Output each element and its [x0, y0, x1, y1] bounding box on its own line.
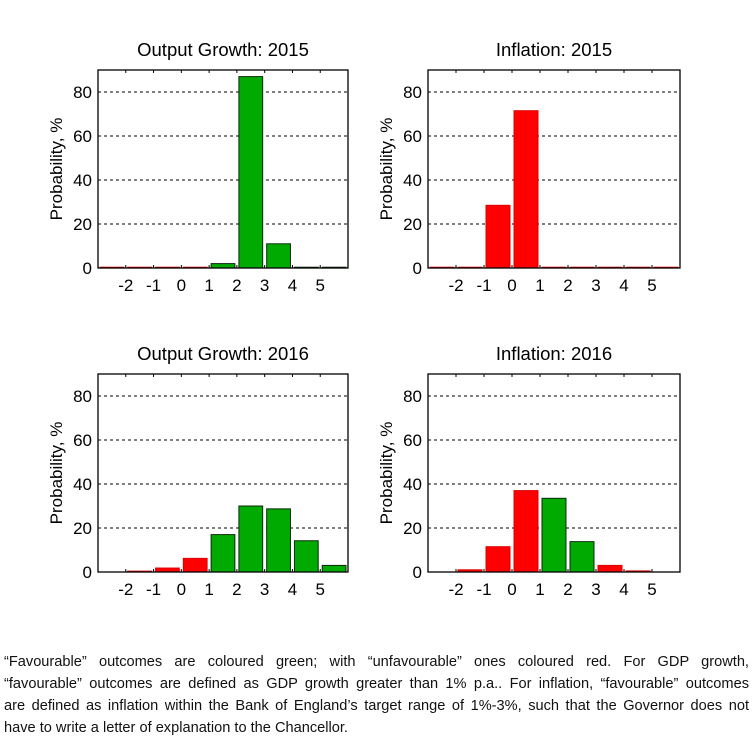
chart-1-ytick-label: 60: [73, 127, 92, 146]
chart-4-ytick-label: 80: [403, 387, 422, 406]
chart-3-xtick-label: 1: [204, 580, 213, 599]
chart-1-ytick-label: 20: [73, 215, 92, 234]
chart-1-xtick-label: 1: [204, 276, 213, 295]
chart-4-bar: [541, 497, 567, 573]
chart-4-xtick-label: 4: [619, 580, 628, 599]
chart-2-xtick-label: 2: [563, 276, 572, 295]
caption-line-4: have to write a letter of explanation to…: [4, 720, 348, 736]
chart-1-ytick-label: 0: [83, 259, 92, 278]
chart-4-ytick-label: 0: [413, 563, 422, 582]
chart-4-bar: [597, 564, 623, 573]
chart-2-bar: [513, 110, 539, 269]
chart-1-xtick-label: -1: [146, 276, 161, 295]
chart-3-xtick-label: 2: [232, 580, 241, 599]
chart-2-xtick-label: -1: [476, 276, 491, 295]
chart-3-ytick-label: 0: [83, 563, 92, 582]
chart-3-ytick-label: 60: [73, 431, 92, 450]
chart-4-xtick-label: -2: [448, 580, 463, 599]
chart-2-xtick-label: 5: [647, 276, 656, 295]
chart-4-ytick-label: 60: [403, 431, 422, 450]
chart-2-ytick-label: 60: [403, 127, 422, 146]
chart-1-xtick-label: -2: [118, 276, 133, 295]
chart-3-bar: [293, 540, 319, 573]
chart-2-xtick-label: 3: [591, 276, 600, 295]
caption-line-2: “favourable” outcomes are defined as GDP…: [4, 676, 749, 692]
chart-3-bar: [210, 534, 236, 573]
chart-3-plot-frame: [97, 373, 349, 573]
chart-3-xtick-label: -1: [146, 580, 161, 599]
chart-2-xtick-label: -2: [448, 276, 463, 295]
chart-2-bar: [485, 204, 511, 269]
caption-line-1: “Favourable” outcomes are coloured green…: [4, 654, 749, 670]
chart-3-xtick-label: -2: [118, 580, 133, 599]
chart-4-xtick-label: 2: [563, 580, 572, 599]
chart-2-ytick-label: 40: [403, 171, 422, 190]
chart-1-ytick-label: 40: [73, 171, 92, 190]
chart-3-ytick-label: 40: [73, 475, 92, 494]
chart-1-xtick-label: 3: [260, 276, 269, 295]
chart-4-ytick-label: 20: [403, 519, 422, 538]
chart-1-bar: [210, 263, 236, 269]
chart-2-ytick-label: 20: [403, 215, 422, 234]
chart-3-bar: [321, 564, 347, 573]
chart-4-plot-frame: [427, 373, 681, 573]
chart-2-ytick-label: 0: [413, 259, 422, 278]
chart-1-xtick-label: 4: [288, 276, 297, 295]
chart-3-bar: [266, 508, 291, 573]
chart-4-title: Inflation: 2016: [496, 343, 612, 364]
chart-3-xtick-label: 5: [315, 580, 324, 599]
chart-4-ytick-label: 40: [403, 475, 422, 494]
chart-4-bar: [485, 546, 511, 573]
chart-3-bar: [238, 505, 264, 573]
chart-2-ytick-label: 80: [403, 83, 422, 102]
chart-3-xtick-label: 0: [177, 580, 186, 599]
chart-2-ylabel: Probability, %: [377, 118, 396, 221]
chart-3-ytick-label: 80: [73, 387, 92, 406]
chart-4-ylabel: Probability, %: [377, 422, 396, 525]
chart-1-plot-frame: [97, 69, 349, 269]
chart-3-ylabel: Probability, %: [47, 422, 66, 525]
chart-1-xtick-label: 5: [315, 276, 324, 295]
chart-3-xtick-label: 3: [260, 580, 269, 599]
chart-3-bar: [182, 557, 208, 573]
chart-3-title: Output Growth: 2016: [137, 343, 309, 364]
caption-line-3: are defined as inflation within the Bank…: [4, 698, 749, 714]
chart-1-bar: [238, 76, 264, 269]
chart-1-title: Output Growth: 2015: [137, 39, 309, 60]
chart-4-xtick-label: -1: [476, 580, 491, 599]
chart-1-xtick-label: 0: [177, 276, 186, 295]
chart-1-xtick-label: 2: [232, 276, 241, 295]
chart-1-ylabel: Probability, %: [47, 118, 66, 221]
chart-4-xtick-label: 3: [591, 580, 600, 599]
chart-2-title: Inflation: 2015: [496, 39, 612, 60]
chart-4-xtick-label: 1: [535, 580, 544, 599]
chart-2-xtick-label: 4: [619, 276, 628, 295]
chart-4-bar: [513, 490, 539, 573]
figure-caption: “Favourable” outcomes are coloured green…: [4, 651, 749, 739]
chart-2-plot-frame: [427, 69, 681, 269]
chart-4-bar: [569, 541, 595, 573]
chart-1-ytick-label: 80: [73, 83, 92, 102]
chart-2-xtick-label: 0: [507, 276, 516, 295]
chart-3-ytick-label: 20: [73, 519, 92, 538]
chart-1-bar: [266, 243, 291, 269]
chart-3-xtick-label: 4: [288, 580, 297, 599]
chart-2-xtick-label: 1: [535, 276, 544, 295]
chart-4-xtick-label: 0: [507, 580, 516, 599]
chart-4-xtick-label: 5: [647, 580, 656, 599]
